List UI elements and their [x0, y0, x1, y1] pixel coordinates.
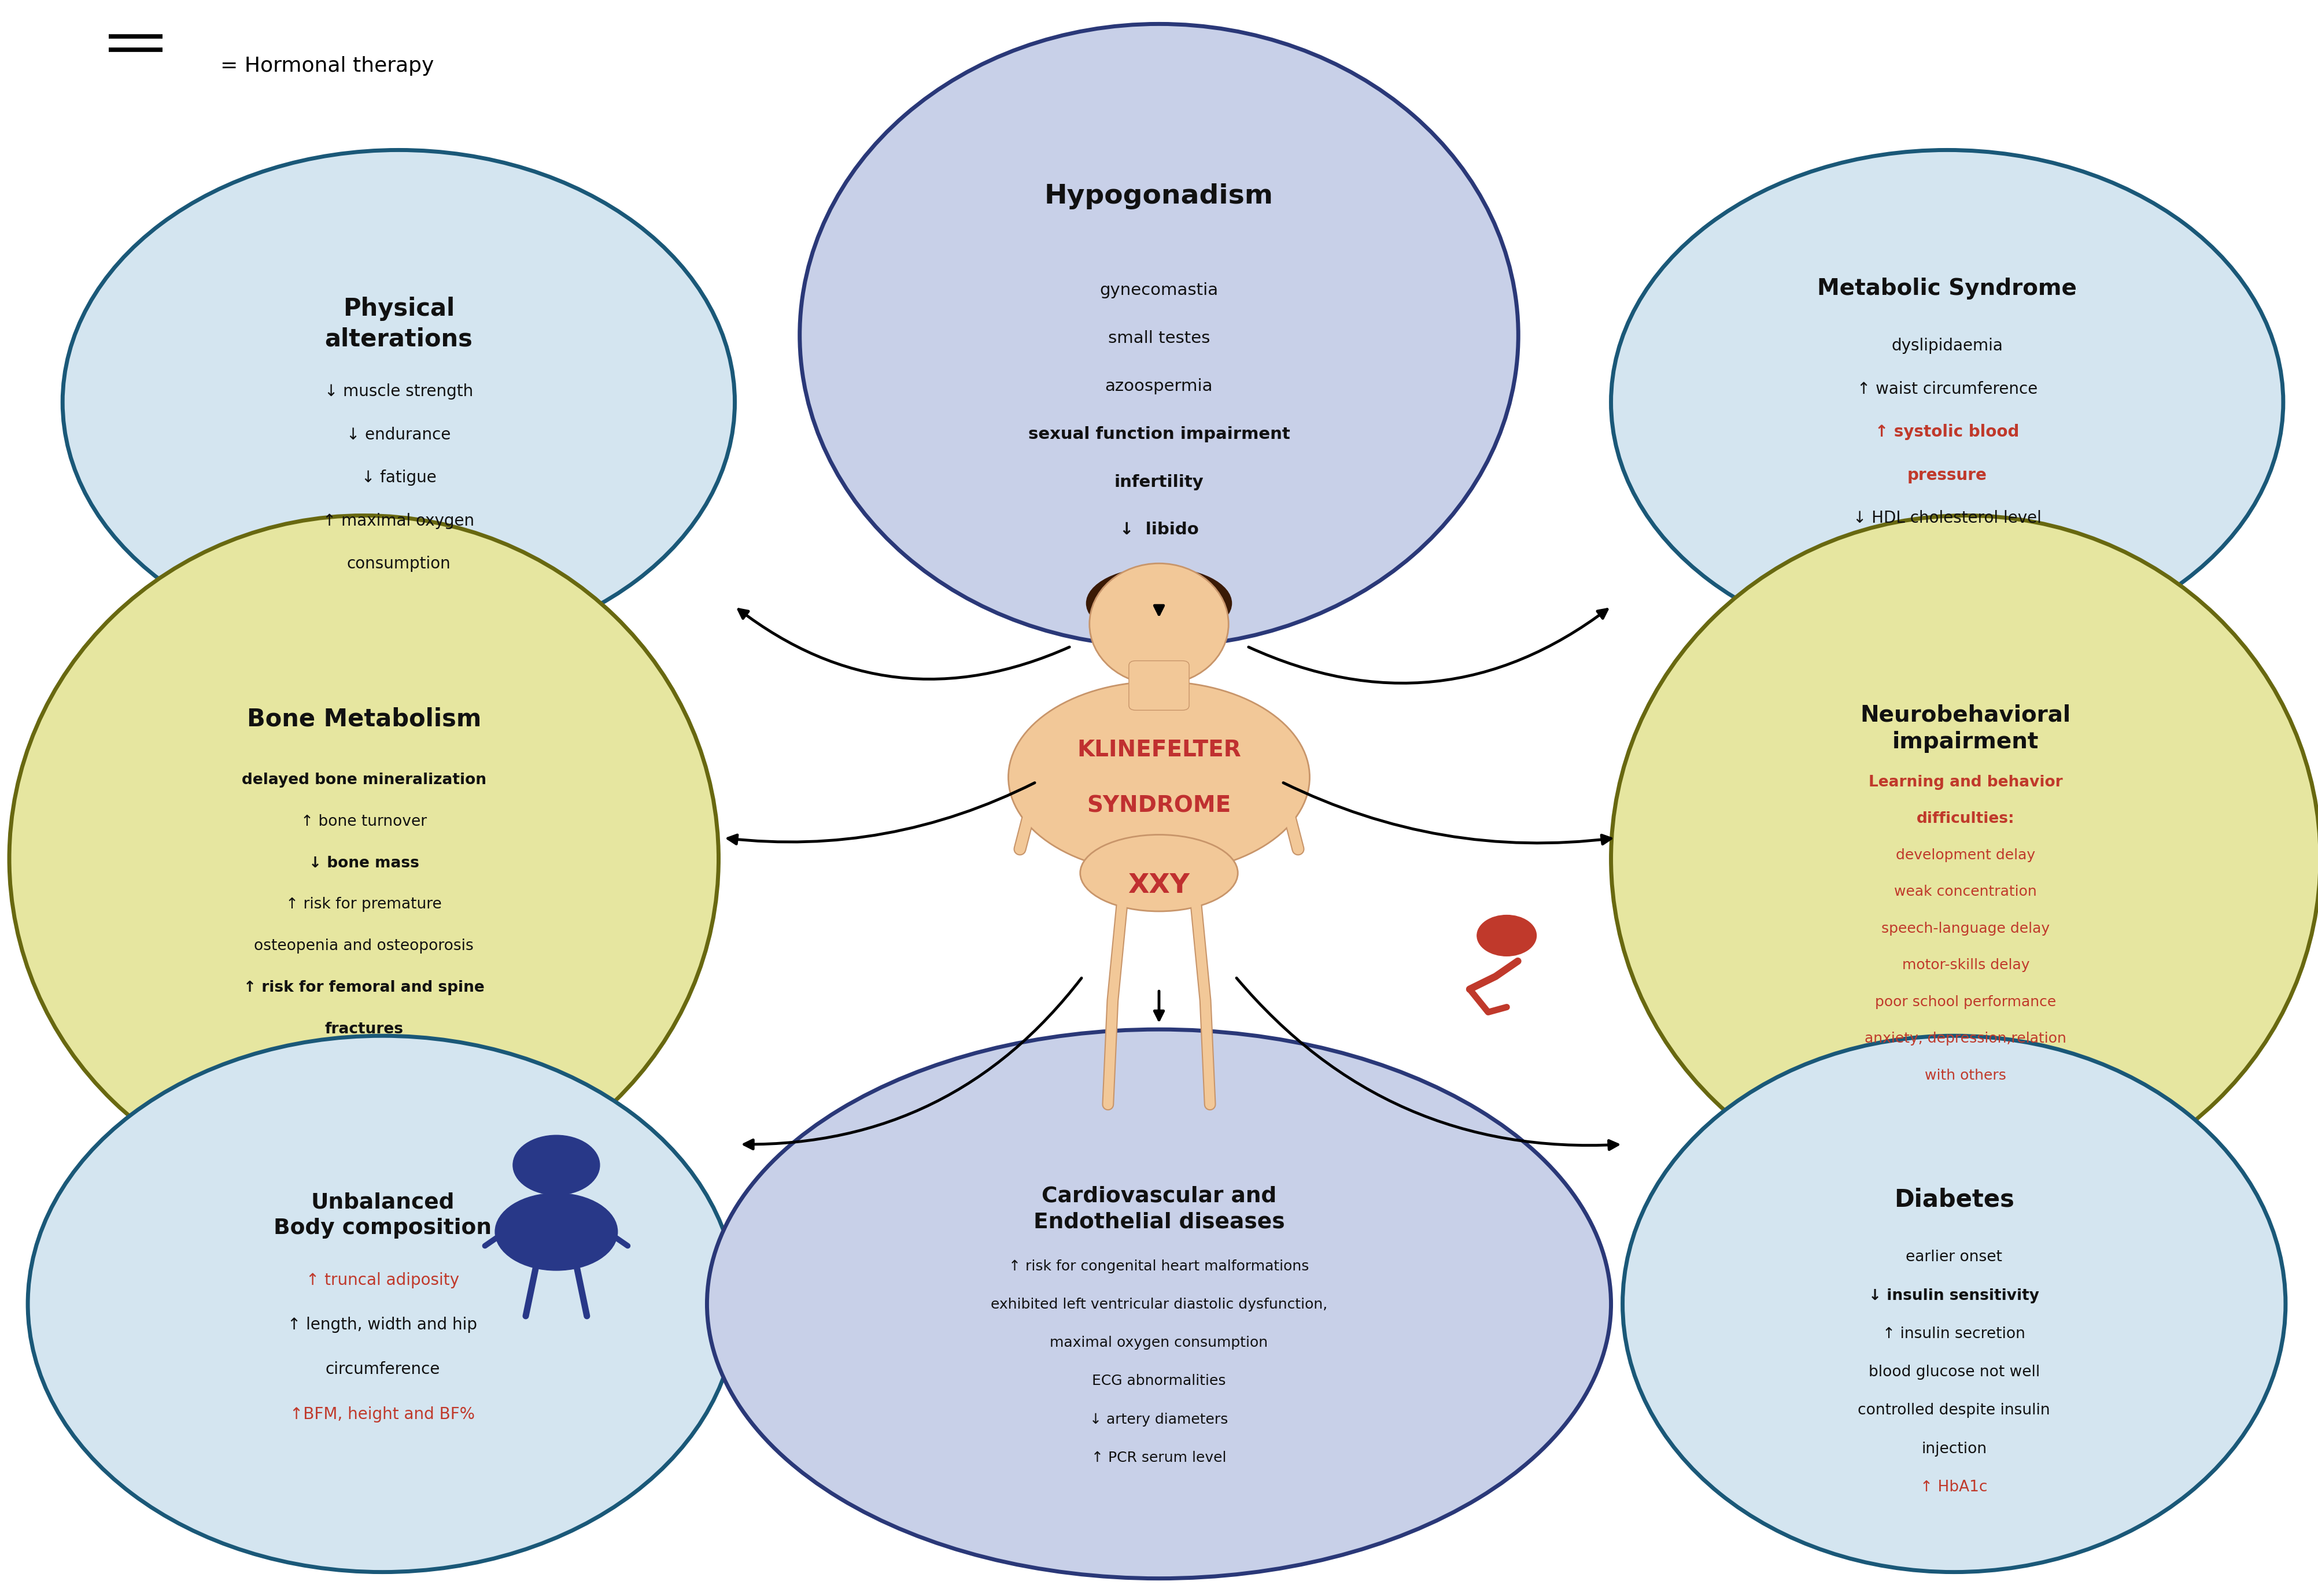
Circle shape — [512, 1135, 600, 1195]
Ellipse shape — [707, 1029, 1611, 1578]
Text: ↓ endurance: ↓ endurance — [345, 426, 452, 442]
Text: delayed bone mineralization: delayed bone mineralization — [241, 772, 487, 788]
Text: pressure: pressure — [1908, 468, 1987, 484]
Text: motor-skills delay: motor-skills delay — [1901, 958, 2031, 972]
Text: controlled despite insulin: controlled despite insulin — [1859, 1403, 2049, 1419]
Text: injection: injection — [1922, 1441, 1987, 1457]
Text: = Hormonal therapy: = Hormonal therapy — [220, 56, 433, 75]
Text: XXY: XXY — [1129, 873, 1189, 899]
Text: ↑ HbA1c: ↑ HbA1c — [1919, 1479, 1989, 1495]
Ellipse shape — [9, 516, 719, 1202]
Ellipse shape — [1008, 681, 1310, 873]
Ellipse shape — [496, 1194, 617, 1270]
Text: Hypogonadism: Hypogonadism — [1045, 184, 1273, 209]
Ellipse shape — [28, 1036, 737, 1572]
Text: ↑ length, width and hip: ↑ length, width and hip — [287, 1317, 478, 1333]
Text: Metabolic Syndrome: Metabolic Syndrome — [1817, 278, 2077, 300]
Text: dyslipidaemia: dyslipidaemia — [1891, 338, 2003, 354]
Text: development delay: development delay — [1896, 847, 2035, 862]
Text: Bone Metabolism: Bone Metabolism — [246, 707, 482, 731]
Text: ↑ risk for femoral and spine: ↑ risk for femoral and spine — [243, 980, 484, 996]
FancyBboxPatch shape — [1129, 661, 1189, 710]
Text: blood glucose not well: blood glucose not well — [1868, 1365, 2040, 1381]
Text: ↑ risk for congenital heart malformations: ↑ risk for congenital heart malformation… — [1008, 1259, 1310, 1274]
Text: ↓  libido: ↓ libido — [1120, 522, 1198, 538]
Text: poor school performance: poor school performance — [1875, 994, 2056, 1009]
Ellipse shape — [800, 24, 1518, 646]
Text: ↑ bone turnover: ↑ bone turnover — [301, 814, 427, 830]
Ellipse shape — [1611, 150, 2283, 654]
Text: ↑ risk for premature: ↑ risk for premature — [285, 897, 443, 913]
Text: infertility: infertility — [1115, 474, 1203, 490]
Text: Unbalanced
Body composition: Unbalanced Body composition — [274, 1192, 491, 1238]
Text: ↑ insulin secretion: ↑ insulin secretion — [1882, 1326, 2026, 1342]
Text: circumference: circumference — [325, 1361, 440, 1377]
Text: exhibited left ventricular diastolic dysfunction,: exhibited left ventricular diastolic dys… — [990, 1298, 1328, 1312]
Circle shape — [1477, 915, 1537, 956]
Text: ↑ maximal oxygen: ↑ maximal oxygen — [322, 512, 475, 528]
Text: ↑BFM, height and BF%: ↑BFM, height and BF% — [290, 1406, 475, 1422]
Text: Physical
alterations: Physical alterations — [325, 297, 473, 351]
Text: ECG abnormalities: ECG abnormalities — [1092, 1374, 1226, 1389]
Text: osteopenia and osteoporosis: osteopenia and osteoporosis — [255, 938, 473, 954]
Text: with others: with others — [1924, 1068, 2007, 1082]
Text: anxiety, depression,relation: anxiety, depression,relation — [1864, 1031, 2068, 1045]
Ellipse shape — [1080, 835, 1238, 911]
Ellipse shape — [63, 150, 735, 654]
Text: weak concentration: weak concentration — [1894, 884, 2038, 899]
Ellipse shape — [1089, 563, 1229, 685]
Text: ↑ systolic blood: ↑ systolic blood — [1875, 425, 2019, 440]
Text: gynecomastia: gynecomastia — [1099, 282, 1219, 298]
Text: ↑ PCR serum level: ↑ PCR serum level — [1092, 1451, 1226, 1465]
Text: ↓ fatigue: ↓ fatigue — [362, 469, 436, 485]
Text: sexual function impairment: sexual function impairment — [1029, 426, 1289, 442]
Text: azoospermia: azoospermia — [1106, 378, 1212, 394]
Text: ↓ muscle strength: ↓ muscle strength — [325, 383, 473, 399]
Text: maximal oxygen consumption: maximal oxygen consumption — [1050, 1336, 1268, 1350]
Text: difficulties:: difficulties: — [1917, 811, 2014, 827]
Text: earlier onset: earlier onset — [1905, 1250, 2003, 1266]
Text: Diabetes: Diabetes — [1894, 1187, 2014, 1211]
Text: ↓ insulin sensitivity: ↓ insulin sensitivity — [1868, 1288, 2040, 1304]
Text: small testes: small testes — [1108, 330, 1210, 346]
Ellipse shape — [1611, 516, 2318, 1202]
Text: ↓ bone mass: ↓ bone mass — [308, 855, 420, 871]
Text: SYNDROME: SYNDROME — [1087, 795, 1231, 817]
Text: ↓ HDL cholesterol level: ↓ HDL cholesterol level — [1852, 511, 2042, 527]
Text: ↑ truncal adiposity: ↑ truncal adiposity — [306, 1272, 459, 1288]
Text: fractures: fractures — [325, 1021, 403, 1037]
Text: consumption: consumption — [348, 555, 450, 571]
Text: ↑ waist circumference: ↑ waist circumference — [1857, 381, 2038, 397]
Text: speech-language delay: speech-language delay — [1882, 921, 2049, 935]
Text: KLINEFELTER: KLINEFELTER — [1078, 739, 1240, 761]
Ellipse shape — [1085, 567, 1233, 640]
Ellipse shape — [1623, 1036, 2286, 1572]
Text: Cardiovascular and
Endothelial diseases: Cardiovascular and Endothelial diseases — [1034, 1186, 1284, 1232]
Text: Neurobehavioral
impairment: Neurobehavioral impairment — [1861, 704, 2070, 753]
Text: Learning and behavior: Learning and behavior — [1868, 774, 2063, 790]
Text: ↓ artery diameters: ↓ artery diameters — [1089, 1412, 1229, 1427]
